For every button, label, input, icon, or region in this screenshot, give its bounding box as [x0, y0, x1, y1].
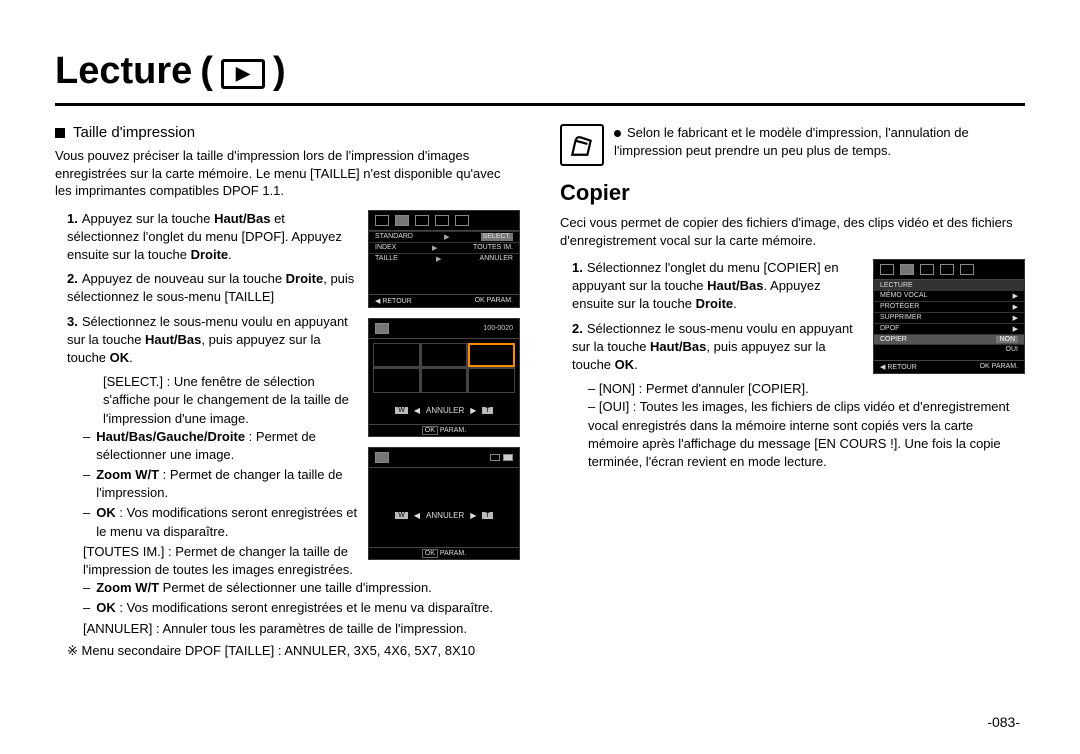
tab-icon — [900, 264, 914, 275]
annuler-block: [ANNULER] : Annuler tous les paramètres … — [55, 620, 520, 638]
fig-select-image: 100-0020 W◀ANNULER▶T OK PARAM. — [368, 318, 520, 437]
intro-para: Vous pouvez préciser la taille d'impress… — [55, 147, 520, 200]
page-title: Lecture — [55, 50, 192, 93]
right-column: Selon le fabricant et le modèle d'impres… — [560, 124, 1025, 660]
tab-icon — [880, 264, 894, 275]
note-icon — [560, 124, 604, 166]
title-paren-open: ( — [200, 50, 213, 93]
menu-row: SUPPRIMER▶ — [874, 312, 1024, 323]
tab-icon — [415, 215, 429, 226]
page-number: -083- — [987, 714, 1020, 730]
play-tab-icon — [375, 323, 389, 334]
page-title-row: Lecture ( ▶ ) — [55, 50, 1025, 93]
menu-row: INDEX▶TOUTES IM. — [369, 242, 519, 253]
fig-size-all: W◀ANNULER▶T OK PARAM. — [368, 447, 520, 560]
title-rule — [55, 103, 1025, 106]
copier-heading: Copier — [560, 180, 1025, 206]
play-icon: ▶ — [221, 59, 265, 89]
left-column: Taille d'impression Vous pouvez préciser… — [55, 124, 520, 660]
figure-copier: LECTURE MÉMO VOCAL▶ PROTÉGER▶ SUPPRIMER▶… — [873, 259, 1025, 384]
bullet-icon — [614, 130, 621, 137]
fig-dpof-menu: STANDARD▶SELECT. INDEX▶TOUTES IM. TAILLE… — [368, 210, 520, 308]
figures-left: STANDARD▶SELECT. INDEX▶TOUTES IM. TAILLE… — [368, 210, 520, 570]
file-counter: 100-0020 — [483, 325, 513, 332]
menu-row: TAILLE▶ANNULER — [369, 253, 519, 264]
menu-row: MÉMO VOCAL▶ — [874, 290, 1024, 301]
title-paren-close: ) — [273, 50, 286, 93]
menu-row: STANDARD▶SELECT. — [369, 231, 519, 242]
canvas — [373, 343, 515, 399]
tab-icon — [940, 264, 954, 275]
note-box: Selon le fabricant et le modèle d'impres… — [560, 124, 1025, 166]
note-text: Selon le fabricant et le modèle d'impres… — [614, 124, 1025, 159]
tab-icon — [395, 215, 409, 226]
tab-icon — [375, 215, 389, 226]
oui-block: – [OUI] : Toutes les images, les fichier… — [560, 398, 1025, 471]
dash-list-3: –OK : Vos modifications seront enregistr… — [55, 599, 520, 617]
menu-row-selected: COPIERNON — [874, 334, 1024, 344]
fig-copier-menu: LECTURE MÉMO VOCAL▶ PROTÉGER▶ SUPPRIMER▶… — [873, 259, 1025, 374]
subhead-taille: Taille d'impression — [55, 124, 520, 141]
menu-row: DPOF▶ — [874, 323, 1024, 334]
subhead-text: Taille d'impression — [73, 124, 195, 141]
menu-row: LECTURE — [874, 280, 1024, 290]
tab-icon — [960, 264, 974, 275]
tab-icon — [435, 215, 449, 226]
play-tab-icon — [375, 452, 389, 463]
menu-row: PROTÉGER▶ — [874, 301, 1024, 312]
footnote: ※ Menu secondaire DPOF [TAILLE] : ANNULE… — [55, 642, 520, 660]
menu-row: OUI — [874, 344, 1024, 354]
copier-intro: Ceci vous permet de copier des fichiers … — [560, 214, 1025, 249]
dash-list-2: –Zoom W/T Permet de sélectionner une tai… — [55, 579, 520, 597]
tab-icon — [920, 264, 934, 275]
bullet-square-icon — [55, 128, 65, 138]
tab-icon — [455, 215, 469, 226]
